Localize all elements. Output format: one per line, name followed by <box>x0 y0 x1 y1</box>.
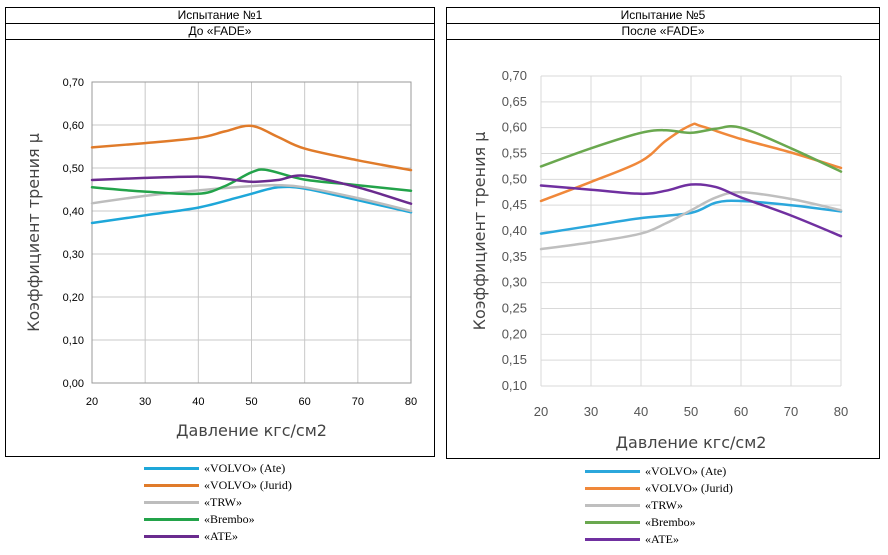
chart-1-y-tick-label: 0,30 <box>63 249 84 261</box>
chart-1-x-tick-label: 60 <box>299 396 311 408</box>
legend-label: «ATE» <box>645 532 679 546</box>
chart-2-x-tick-label: 50 <box>684 404 698 419</box>
chart-1-y-tick-label: 0,70 <box>63 77 84 89</box>
legend-swatch <box>585 521 640 524</box>
legend-swatch <box>585 470 640 473</box>
legend-item: «VOLVO» (Jurid) <box>585 480 805 497</box>
legend-item: «Brembo» <box>585 514 805 531</box>
legend-label: «TRW» <box>204 495 242 509</box>
legend-item: «VOLVO» (Ate) <box>144 460 364 477</box>
legend-label: «VOLVO» (Ate) <box>645 464 727 478</box>
chart-2-y-tick-label: 0,65 <box>502 94 527 109</box>
chart-2-title: Испытание №5 <box>447 8 879 24</box>
chart-2-x-tick-label: 20 <box>534 404 548 419</box>
chart-1-plot-border <box>91 81 412 384</box>
chart-1-legend: «VOLVO» (Ate) «VOLVO» (Jurid) «TRW» «Brembo… <box>144 460 364 545</box>
chart-2-y-tick-label: 0,35 <box>502 249 527 264</box>
chart-1-svg: 0,00 0,10 0,20 0,30 0,40 0,50 0,60 0,70 20 30 40 50… <box>24 77 417 440</box>
chart-1-y-tick-label: 0,20 <box>63 292 84 304</box>
legend-item: «VOLVO» (Ate) <box>585 463 805 480</box>
chart-2-y-axis-label: Коэффициент трения μ <box>470 132 489 331</box>
chart-1-x-tick-label: 30 <box>139 396 151 408</box>
legend-item: «TRW» <box>585 497 805 514</box>
chart-1-y-tick-label: 0,40 <box>63 206 84 218</box>
chart-2-series-line-3 <box>539 191 843 251</box>
legend-item: «ATE» <box>585 531 805 548</box>
chart-2-y-tick-label: 0,55 <box>502 146 527 161</box>
chart-2-y-tick-label: 0,50 <box>502 171 527 186</box>
chart-1-x-tick-label: 80 <box>405 396 417 408</box>
legend-swatch <box>585 538 640 541</box>
chart-1-title: Испытание №1 <box>6 8 434 24</box>
chart-1-series-line-2 <box>90 124 413 172</box>
legend-label: «TRW» <box>645 498 683 512</box>
chart-2-y-tick-label: 0,40 <box>502 223 527 238</box>
chart-2-x-tick-label: 70 <box>784 404 798 419</box>
chart-1-x-tick-label: 40 <box>192 396 204 408</box>
chart-2-x-tick-label: 60 <box>734 404 748 419</box>
chart-2-y-tick-label: 0,70 <box>502 68 527 83</box>
legend-label: «ATE» <box>204 529 238 543</box>
chart-2-svg: 0,10 0,15 0,20 0,25 0,30 0,35 0,40 0,45 0,50 0,55… <box>470 68 848 452</box>
legend-swatch <box>585 487 640 490</box>
legend-label: «Brembo» <box>204 512 255 526</box>
chart-1-series-line-3 <box>90 183 413 213</box>
legend-label: «VOLVO» (Jurid) <box>645 481 733 495</box>
chart-2-x-tick-label: 80 <box>834 404 848 419</box>
legend-swatch <box>585 504 640 507</box>
chart-2-y-tick-label: 0,20 <box>502 326 527 341</box>
chart-1-x-tick-label: 70 <box>352 396 364 408</box>
chart-2-series-line-4 <box>539 125 843 173</box>
chart-2-x-tick-label: 30 <box>584 404 598 419</box>
chart-2-y-tick-label: 0,25 <box>502 301 527 316</box>
legend-swatch <box>144 535 199 538</box>
chart-1-series-line-1 <box>90 185 413 225</box>
chart-1-series-line-5 <box>90 174 413 205</box>
chart-2-y-tick-label: 0,45 <box>502 197 527 212</box>
chart-1-subtitle: До «FADE» <box>6 24 434 40</box>
chart-2-y-tick-label: 0,10 <box>502 378 527 393</box>
legend-swatch <box>144 484 199 487</box>
chart-1-y-tick-label: 0,00 <box>63 378 84 390</box>
chart-1-y-tick-label: 0,50 <box>63 163 84 175</box>
chart-panel-1: Испытание №1 До «FADE» 0,00 0,10 0,20 0,30 0… <box>5 7 435 457</box>
chart-2-y-tick-label: 0,60 <box>502 120 527 135</box>
chart-2-series-line-2 <box>539 122 843 203</box>
chart-2-series-line-1 <box>539 199 843 235</box>
legend-swatch <box>144 467 199 470</box>
legend-label: «VOLVO» (Jurid) <box>204 478 292 492</box>
chart-1-y-axis-label: Коэффициент трения μ <box>24 133 43 332</box>
chart-2-series-line-5 <box>539 183 843 238</box>
legend-item: «Brembo» <box>144 511 364 528</box>
chart-2-y-tick-label: 0,15 <box>502 352 527 367</box>
chart-2-subtitle: После «FADE» <box>447 24 879 40</box>
chart-1-x-tick-label: 50 <box>245 396 257 408</box>
legend-label: «Brembo» <box>645 515 696 529</box>
chart-2-y-tick-label: 0,30 <box>502 275 527 290</box>
chart-1-x-tick-label: 20 <box>86 396 98 408</box>
chart-2-x-axis-label: Давление кгс/см2 <box>616 433 767 452</box>
chart-2-legend: «VOLVO» (Ate) «VOLVO» (Jurid) «TRW» «Brembo… <box>585 463 805 548</box>
chart-1-x-axis-label: Давление кгс/см2 <box>176 421 327 440</box>
legend-swatch <box>144 501 199 504</box>
legend-swatch <box>144 518 199 521</box>
chart-1-y-tick-label: 0,10 <box>63 335 84 347</box>
chart-1-y-tick-label: 0,60 <box>63 120 84 132</box>
chart-2-x-tick-label: 40 <box>634 404 648 419</box>
legend-item: «ATE» <box>144 528 364 545</box>
legend-label: «VOLVO» (Ate) <box>204 461 286 475</box>
legend-item: «TRW» <box>144 494 364 511</box>
legend-item: «VOLVO» (Jurid) <box>144 477 364 494</box>
chart-panel-2: Испытание №5 После «FADE» 0,10 0,15 0,20 0,… <box>446 7 880 459</box>
